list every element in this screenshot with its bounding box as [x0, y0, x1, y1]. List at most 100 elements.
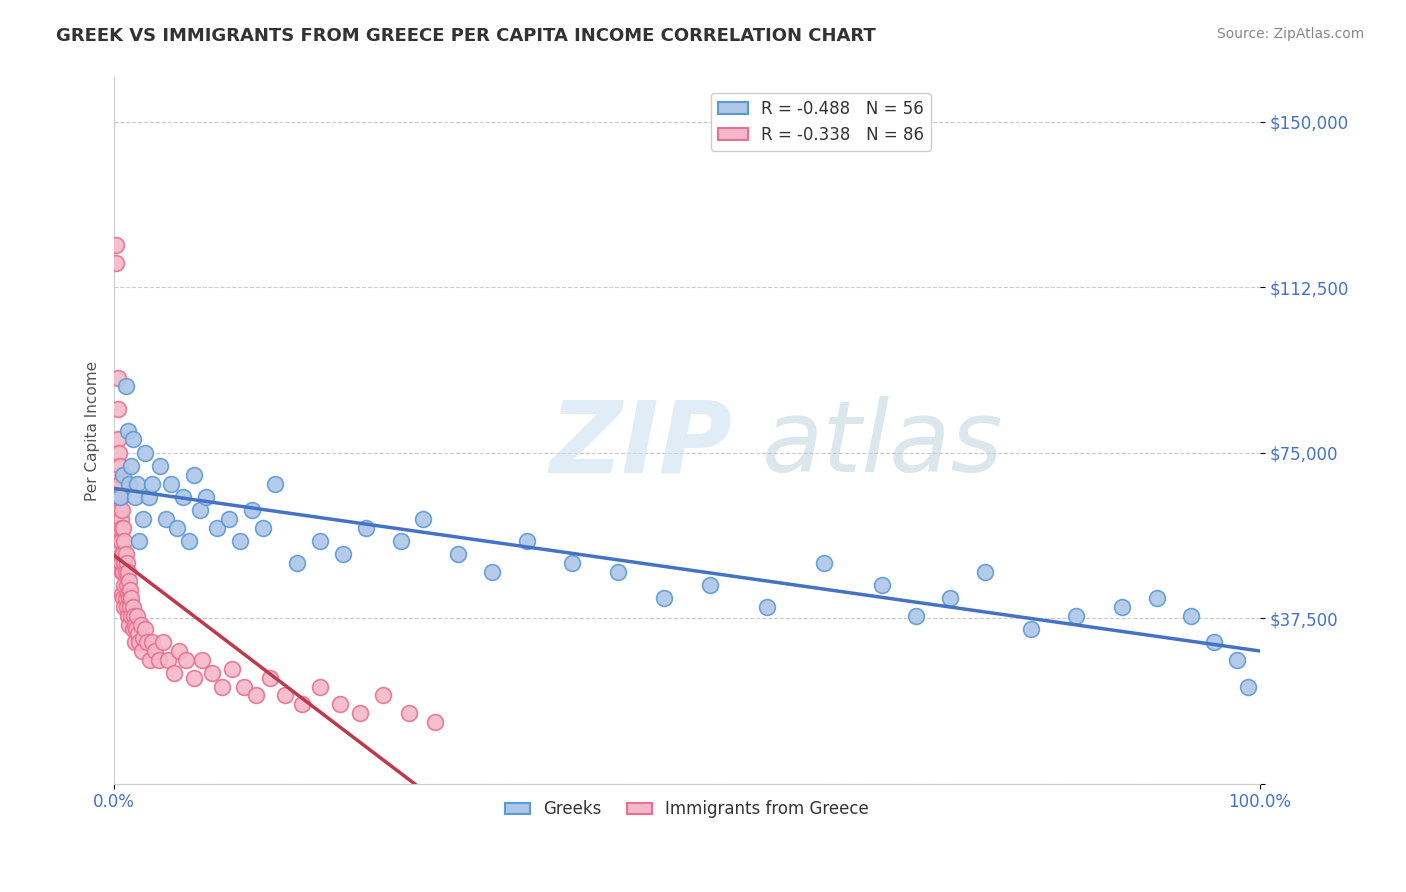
- Point: [905, 609, 928, 624]
- Point: [309, 680, 332, 694]
- Point: [447, 547, 470, 561]
- Text: ZIP: ZIP: [550, 396, 733, 493]
- Point: [481, 565, 503, 579]
- Point: [118, 591, 141, 606]
- Point: [169, 644, 191, 658]
- Point: [115, 556, 138, 570]
- Point: [134, 622, 156, 636]
- Point: [114, 547, 136, 561]
- Point: [108, 458, 131, 473]
- Point: [1226, 653, 1249, 667]
- Point: [152, 635, 174, 649]
- Point: [121, 622, 143, 636]
- Point: [118, 476, 141, 491]
- Point: [124, 490, 146, 504]
- Point: [110, 512, 132, 526]
- Point: [129, 617, 152, 632]
- Point: [111, 587, 134, 601]
- Point: [136, 635, 159, 649]
- Point: [1180, 609, 1202, 624]
- Y-axis label: Per Capita Income: Per Capita Income: [86, 360, 100, 500]
- Point: [200, 666, 222, 681]
- Point: [112, 467, 135, 482]
- Point: [120, 458, 142, 473]
- Point: [221, 662, 243, 676]
- Point: [132, 512, 155, 526]
- Point: [121, 433, 143, 447]
- Point: [127, 609, 149, 624]
- Point: [138, 653, 160, 667]
- Point: [114, 591, 136, 606]
- Point: [699, 578, 721, 592]
- Point: [291, 698, 314, 712]
- Point: [373, 689, 395, 703]
- Point: [131, 644, 153, 658]
- Point: [1237, 680, 1260, 694]
- Point: [115, 600, 138, 615]
- Point: [329, 698, 352, 712]
- Point: [177, 533, 200, 548]
- Point: [110, 533, 132, 548]
- Legend: Greeks, Immigrants from Greece: Greeks, Immigrants from Greece: [498, 794, 876, 825]
- Point: [332, 547, 354, 561]
- Point: [194, 490, 217, 504]
- Point: [561, 556, 583, 570]
- Text: Source: ZipAtlas.com: Source: ZipAtlas.com: [1216, 27, 1364, 41]
- Point: [107, 476, 129, 491]
- Text: GREEK VS IMMIGRANTS FROM GREECE PER CAPITA INCOME CORRELATION CHART: GREEK VS IMMIGRANTS FROM GREECE PER CAPI…: [56, 27, 876, 45]
- Point: [141, 476, 163, 491]
- Point: [114, 556, 136, 570]
- Point: [120, 591, 142, 606]
- Point: [124, 617, 146, 632]
- Point: [148, 653, 170, 667]
- Point: [114, 565, 136, 579]
- Point: [756, 600, 779, 615]
- Point: [607, 565, 630, 579]
- Point: [120, 582, 142, 597]
- Point: [259, 671, 281, 685]
- Point: [121, 600, 143, 615]
- Point: [117, 565, 139, 579]
- Point: [183, 467, 205, 482]
- Point: [163, 666, 186, 681]
- Point: [122, 609, 145, 624]
- Point: [263, 476, 285, 491]
- Point: [107, 490, 129, 504]
- Point: [349, 706, 371, 720]
- Point: [108, 533, 131, 548]
- Point: [870, 578, 893, 592]
- Point: [138, 490, 160, 504]
- Point: [132, 631, 155, 645]
- Point: [112, 521, 135, 535]
- Point: [252, 521, 274, 535]
- Point: [232, 680, 254, 694]
- Point: [105, 238, 128, 252]
- Point: [652, 591, 675, 606]
- Point: [107, 521, 129, 535]
- Point: [107, 401, 129, 416]
- Point: [516, 533, 538, 548]
- Point: [939, 591, 962, 606]
- Point: [114, 578, 136, 592]
- Point: [1146, 591, 1168, 606]
- Point: [389, 533, 412, 548]
- Point: [172, 490, 194, 504]
- Point: [1111, 600, 1133, 615]
- Point: [973, 565, 995, 579]
- Point: [157, 653, 180, 667]
- Point: [111, 521, 134, 535]
- Point: [354, 521, 377, 535]
- Point: [188, 503, 211, 517]
- Point: [240, 503, 263, 517]
- Point: [176, 653, 198, 667]
- Point: [1202, 635, 1225, 649]
- Point: [107, 467, 129, 482]
- Point: [309, 533, 332, 548]
- Point: [112, 565, 135, 579]
- Point: [117, 609, 139, 624]
- Point: [274, 689, 297, 703]
- Point: [207, 521, 229, 535]
- Point: [114, 600, 136, 615]
- Point: [149, 458, 172, 473]
- Point: [412, 512, 434, 526]
